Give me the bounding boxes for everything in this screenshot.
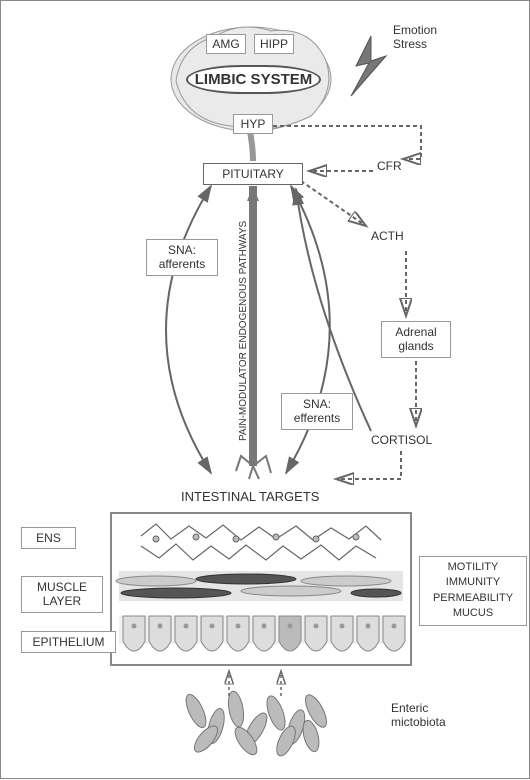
sna-afferent-label: SNA:afferents bbox=[146, 239, 218, 276]
limbic-label: LIMBIC SYSTEM bbox=[186, 65, 321, 94]
cfr-label: CFR bbox=[377, 159, 402, 173]
arrow-pituitary-acth bbox=[301, 181, 366, 226]
enteric-microbiota-label: Entericmictobiota bbox=[391, 701, 446, 729]
pain-modulator-label: PAIN-MODULATOR ENDOGENOUS PATHWAYS bbox=[238, 191, 249, 441]
stress-bolt-icon bbox=[351, 36, 386, 96]
cortisol-label: CORTISOL bbox=[371, 433, 432, 447]
intestinal-targets-label: INTESTINAL TARGETS bbox=[181, 489, 319, 504]
hyp-label: HYP bbox=[233, 114, 273, 134]
arrow-hyp-cfr bbox=[273, 126, 421, 159]
diagram-canvas: AMG HIPP LIMBIC SYSTEM HYP PITUITARY Emo… bbox=[0, 0, 530, 779]
functions-label: MOTILITYIMMUNITYPERMEABILITYMUCUS bbox=[419, 556, 527, 626]
epithelium-layer bbox=[119, 616, 405, 651]
acth-label: ACTH bbox=[371, 229, 404, 243]
pituitary-label: PITUITARY bbox=[203, 163, 303, 185]
muscle-layer-label: MUSCLELAYER bbox=[21, 576, 103, 613]
microbiota-cluster bbox=[182, 690, 331, 758]
arrow-cortisol-targets bbox=[336, 451, 401, 479]
adrenal-label: Adrenalglands bbox=[381, 321, 451, 358]
ens-layer bbox=[141, 524, 381, 560]
arrow-sna-efferent bbox=[286, 186, 330, 473]
sna-efferent-label: SNA:efferents bbox=[281, 393, 353, 430]
ens-label: ENS bbox=[21, 527, 76, 549]
brain-shape bbox=[171, 27, 331, 161]
emotion-label: EmotionStress bbox=[393, 23, 437, 51]
amg-label: AMG bbox=[206, 34, 246, 54]
arrow-sna-afferent bbox=[166, 186, 211, 473]
epithelium-label: EPITHELIUM bbox=[21, 631, 116, 653]
muscle-layer bbox=[116, 571, 403, 601]
hipp-label: HIPP bbox=[254, 34, 294, 54]
